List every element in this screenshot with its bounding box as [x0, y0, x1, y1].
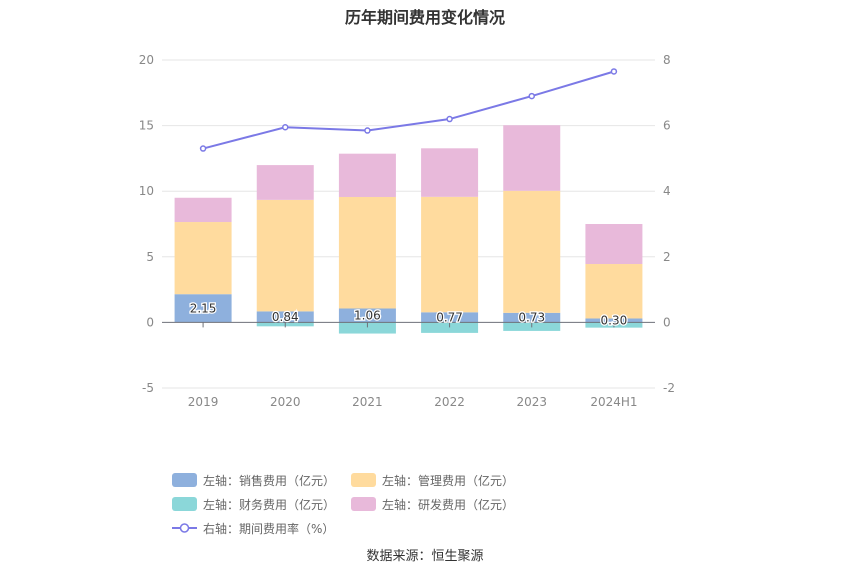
- sales-data-label: 1.06: [354, 308, 381, 322]
- right-tick-label: 2: [663, 250, 671, 264]
- legend-item-rnd[interactable]: 左轴：研发费用（亿元）: [351, 496, 514, 512]
- rate-point: [446, 115, 453, 123]
- zero-axis: [162, 321, 655, 328]
- legend-label: 左轴：销售费用（亿元）: [203, 473, 336, 488]
- grid-lines: [162, 59, 655, 389]
- bar-admin: [338, 196, 396, 309]
- x-axis: 2019 2020 2021 2022 2023 2024H1: [188, 395, 638, 409]
- legend-label: 左轴：管理费用（亿元）: [382, 473, 515, 488]
- x-tick-label: 2023: [516, 395, 547, 409]
- left-tick-label: -5: [142, 381, 154, 395]
- bar-rnd: [585, 224, 643, 265]
- sales-data-label: 0.73: [518, 311, 545, 325]
- bar-finance: [421, 322, 479, 333]
- rate-point: [528, 92, 535, 100]
- bar-sales: [256, 311, 314, 323]
- x-tick-label: 2020: [270, 395, 301, 409]
- bar-sales: [585, 318, 643, 323]
- bar-admin: [174, 222, 232, 295]
- bar-rnd: [256, 165, 314, 200]
- right-axis: -2 0 2 4 6 8: [663, 53, 675, 395]
- right-tick-label: 6: [663, 119, 671, 133]
- chart-title: 历年期间费用变化情况: [344, 8, 505, 27]
- rate-line-series: [199, 68, 618, 152]
- legend-item-finance[interactable]: 左轴：财务费用（亿元）: [172, 496, 335, 512]
- right-tick-label: 0: [663, 315, 671, 329]
- bar-admin: [421, 196, 479, 313]
- bar-rnd: [421, 148, 479, 197]
- bar-rnd: [338, 153, 396, 197]
- left-tick-label: 10: [139, 184, 154, 198]
- left-tick-label: 0: [146, 315, 154, 329]
- bar-rnd: [174, 197, 232, 223]
- legend-swatch: [351, 473, 377, 487]
- rate-point: [610, 68, 618, 75]
- bar-series: [174, 125, 643, 334]
- legend-item-rate[interactable]: 右轴：期间费用率（%）: [172, 520, 334, 536]
- bar-rnd: [503, 125, 561, 191]
- rate-line: [202, 70, 615, 150]
- bar-sales: [421, 312, 479, 323]
- bar-sales: [503, 312, 561, 323]
- x-tick-label: 2024H1: [590, 395, 637, 409]
- right-tick-label: 4: [663, 184, 671, 198]
- legend-item-sales[interactable]: 左轴：销售费用（亿元）: [172, 472, 335, 488]
- bar-finance: [338, 322, 396, 334]
- bar-admin: [256, 199, 314, 312]
- left-tick-label: 15: [139, 119, 154, 133]
- legend-label: 左轴：研发费用（亿元）: [382, 497, 515, 512]
- rate-point: [199, 145, 207, 152]
- rate-point: [364, 127, 371, 134]
- legend-line-marker: [172, 523, 197, 533]
- sales-data-label: 0.30: [601, 313, 628, 327]
- left-tick-label: 5: [146, 250, 154, 264]
- x-tick-label: 2022: [434, 395, 465, 409]
- legend-swatch: [172, 497, 197, 511]
- bar-admin: [585, 264, 643, 319]
- left-tick-label: 20: [139, 53, 154, 67]
- source-note: 数据来源：恒生聚源: [366, 549, 484, 564]
- legend-item-admin[interactable]: 左轴：管理费用（亿元）: [351, 472, 514, 488]
- rate-point: [282, 123, 289, 131]
- right-tick-label: 8: [663, 53, 671, 67]
- data-labels: 2.15 0.84 1.06 0.77 0.73 0.30: [188, 300, 628, 329]
- bar-sales: [174, 294, 232, 323]
- legend-swatch: [172, 473, 197, 487]
- bar-admin: [503, 190, 561, 313]
- bar-sales: [338, 308, 396, 323]
- legend-label: 左轴：财务费用（亿元）: [203, 497, 336, 512]
- legend-swatch: [351, 497, 377, 511]
- right-tick-label: -2: [663, 381, 675, 395]
- left-axis: -5 0 5 10 15 20: [139, 53, 154, 395]
- sales-data-label: 0.84: [272, 310, 299, 324]
- sales-data-label: 0.77: [436, 310, 463, 324]
- sales-data-label: 2.15: [190, 301, 217, 315]
- chart-legend: 左轴：销售费用（亿元） 左轴：管理费用（亿元） 左轴：财务费用（亿元） 左轴：研发费用…: [172, 472, 692, 536]
- legend-label: 右轴：期间费用率（%）: [203, 521, 335, 536]
- x-tick-label: 2019: [188, 395, 219, 409]
- x-tick-label: 2021: [352, 395, 383, 409]
